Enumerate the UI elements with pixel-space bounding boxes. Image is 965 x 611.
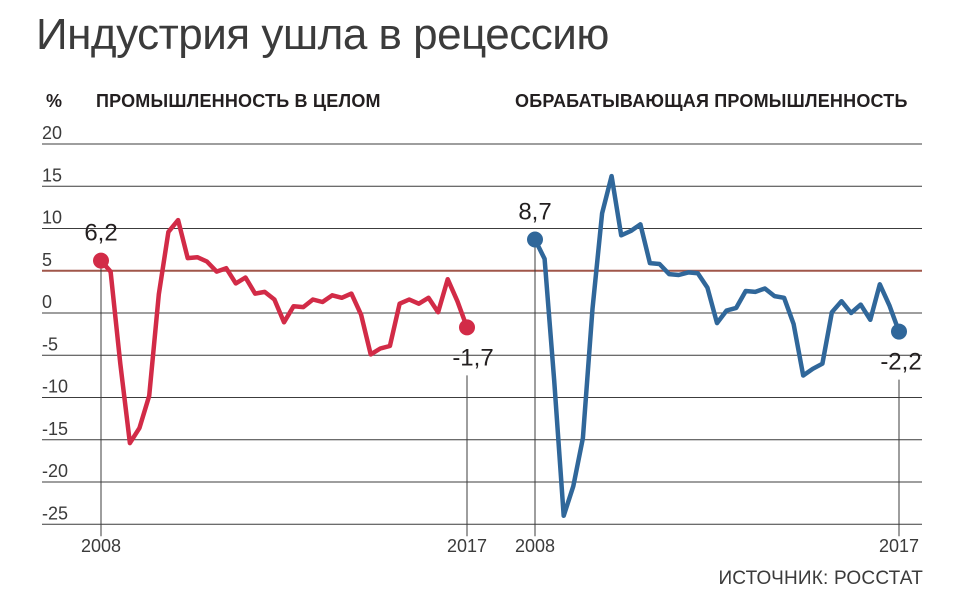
x-tick-label: 2017: [447, 536, 487, 556]
series-start-point-manufacturing: [527, 231, 543, 248]
data-label-end-manufacturing: -2,2: [880, 349, 921, 376]
series-start-point-industry: [93, 252, 109, 269]
y-tick-label: 0: [42, 292, 52, 312]
x-tick-label: 2008: [81, 536, 121, 556]
series-end-point-industry: [459, 319, 475, 336]
data-label-end-industry: -1,7: [452, 344, 493, 371]
data-label-start-manufacturing: 8,7: [518, 198, 551, 225]
series-line-manufacturing: [532, 173, 902, 519]
y-tick-label: -15: [42, 419, 68, 439]
y-tick-label: -20: [42, 461, 68, 481]
y-tick-label: -25: [42, 503, 68, 523]
x-tick-label: 2008: [515, 536, 555, 556]
y-tick-label: -10: [42, 377, 68, 397]
data-label-start-industry: 6,2: [84, 220, 117, 247]
y-unit-label: %: [46, 91, 63, 111]
y-tick-label: -5: [42, 334, 58, 354]
y-tick-label: 10: [42, 208, 62, 228]
series-end-point-manufacturing: [891, 323, 907, 340]
chart-title: Индустрия ушла в рецессию: [36, 10, 609, 59]
y-tick-label: 5: [42, 250, 52, 270]
series-line-industry: [98, 217, 470, 446]
panel-title-manufacturing: ОБРАБАТЫВАЮЩАЯ ПРОМЫШЛЕННОСТЬ: [515, 91, 908, 111]
source-note: ИСТОЧНИК: РОССТАТ: [718, 568, 923, 589]
y-tick-label: 15: [42, 165, 62, 185]
y-tick-label: 20: [42, 123, 62, 143]
x-tick-label: 2017: [879, 536, 919, 556]
panel-title-industry: ПРОМЫШЛЕННОСТЬ В ЦЕЛОМ: [96, 91, 381, 111]
